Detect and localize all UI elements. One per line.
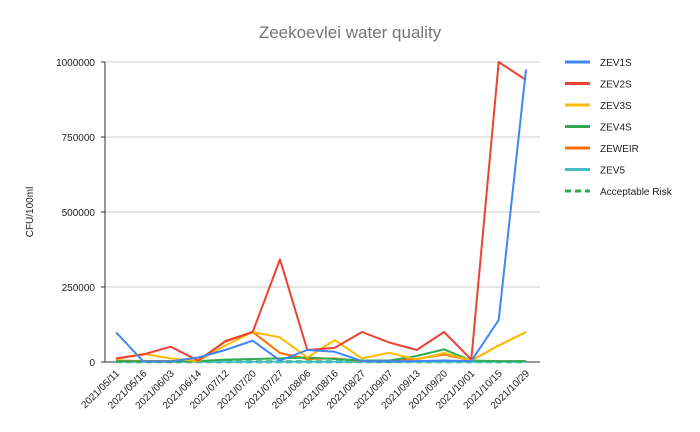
legend-label: ZEV1S xyxy=(600,58,632,69)
y-tick-label: 500000 xyxy=(62,208,96,219)
y-tick-label: 1000000 xyxy=(56,58,95,69)
y-axis-label: CFU/100ml xyxy=(25,187,36,238)
legend-label: ZEV4S xyxy=(600,123,632,134)
series-line-zev4s xyxy=(115,348,526,363)
legend-label: ZEV2S xyxy=(600,80,632,91)
legend-label: ZEV3S xyxy=(600,101,632,112)
legend-label: Acceptable Risk xyxy=(600,187,673,198)
series-line-zev2s xyxy=(115,61,527,362)
chart-title: Zeekoevlei water quality xyxy=(259,23,442,42)
y-tick-label: 750000 xyxy=(62,133,96,144)
legend-label: ZEWEIR xyxy=(600,144,639,155)
y-tick-label: 250000 xyxy=(62,283,96,294)
series-line-zev1s xyxy=(115,69,527,363)
y-tick-label: 0 xyxy=(89,358,95,369)
legend-label: ZEV5 xyxy=(600,166,625,177)
